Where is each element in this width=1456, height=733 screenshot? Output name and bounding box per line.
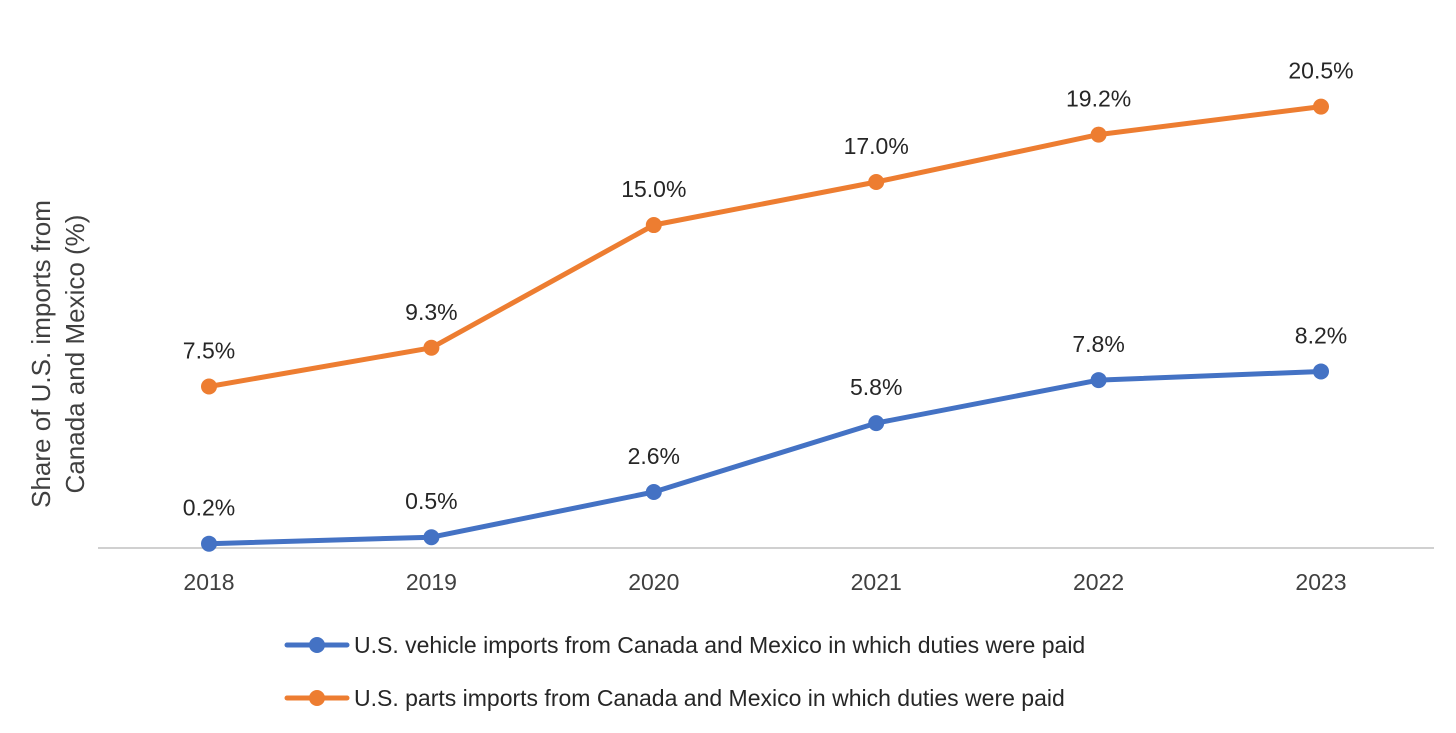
series-2-marker-2019 [423,339,440,356]
series-2-marker-2018 [201,378,217,395]
series-1-marker-2023 [1313,363,1329,380]
legend-label-1: U.S. vehicle imports from Canada and Mex… [354,632,1085,658]
x-tick-label-2022: 2022 [1073,569,1124,595]
legend-item-2: U.S. parts imports from Canada and Mexic… [284,685,1065,711]
series-2-data-label-2021: 17.0% [844,133,909,159]
series-2-marker-2021 [868,173,885,190]
series-2-data-label-2018: 7.5% [183,338,235,364]
series-1-data-label-2018: 0.2% [183,495,235,521]
x-tick-label-2023: 2023 [1295,569,1346,595]
series-2-marker-2020 [645,217,662,234]
series-2-data-label-2022: 19.2% [1066,86,1131,112]
series-1-marker-2022 [1090,372,1107,389]
series-1-marker-2020 [645,484,662,501]
series-2-line [206,104,1324,389]
legend-swatch-marker-2 [309,690,325,706]
series-2-data-label-2020: 15.0% [621,176,686,202]
series-1-marker-2018 [201,535,217,552]
series-1-data-label-2023: 8.2% [1295,322,1347,348]
series-1-data-label-2020: 2.6% [628,443,680,469]
series-1-data-label-2021: 5.8% [850,374,902,400]
series-2: 7.5% 9.3% 15.0% 17.0% 19.2% 20.5% [183,58,1354,395]
y-axis-title: Share of U.S. imports from Canada and Me… [26,200,90,508]
x-axis-tick-labels: 2018 2019 2020 2021 2022 2023 [183,569,1346,595]
series-2-marker-2023 [1313,98,1329,115]
series-1-data-label-2022: 7.8% [1072,331,1124,357]
x-tick-label-2021: 2021 [851,569,902,595]
y-axis-title-line-1: Share of U.S. imports from [26,200,56,508]
x-tick-label-2018: 2018 [183,569,234,595]
y-axis-title-line-2: Canada and Mexico (%) [60,215,90,494]
series-1: 0.2% 0.5% 2.6% 5.8% 7.8% 8.2% [183,322,1347,552]
series-1-marker-2021 [868,415,885,432]
x-tick-label-2019: 2019 [406,569,457,595]
series-1-marker-2019 [423,529,440,546]
legend-swatch-marker-1 [309,637,325,653]
legend-label-2: U.S. parts imports from Canada and Mexic… [354,685,1065,711]
series-2-marker-2022 [1090,126,1107,143]
x-tick-label-2020: 2020 [628,569,679,595]
series-2-data-label-2019: 9.3% [405,299,457,325]
legend: U.S. vehicle imports from Canada and Mex… [284,632,1085,711]
series-1-data-label-2019: 0.5% [405,488,457,514]
series-layer: 0.2% 0.5% 2.6% 5.8% 7.8% 8.2% 7.5% 9.3% 15.0% 17.… [183,58,1354,552]
series-1-line [206,369,1324,547]
series-2-data-label-2023: 20.5% [1288,58,1353,84]
legend-item-1: U.S. vehicle imports from Canada and Mex… [284,632,1085,658]
